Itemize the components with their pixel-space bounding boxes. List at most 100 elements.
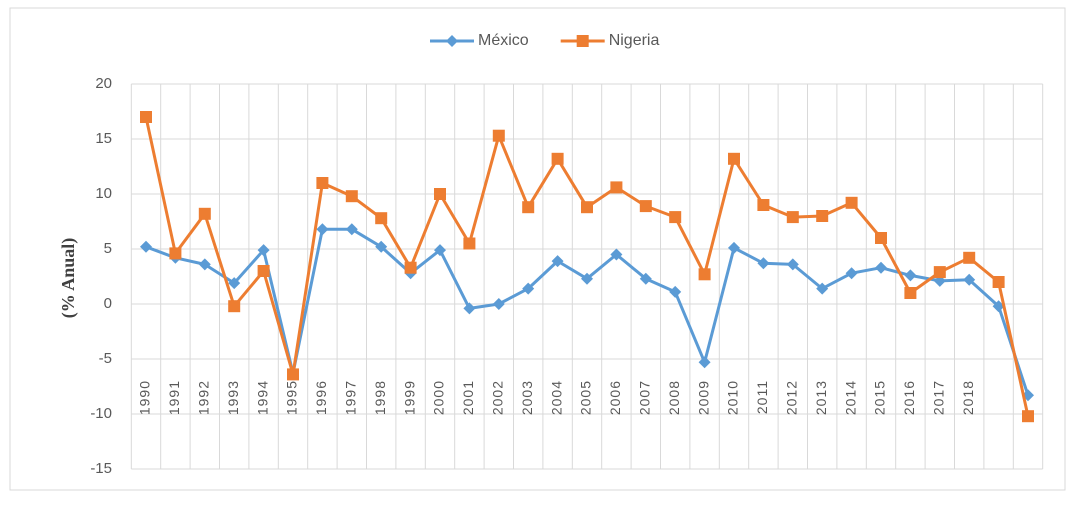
marker <box>933 266 946 279</box>
marker <box>816 210 829 222</box>
x-tick-label: 2007 <box>637 380 653 415</box>
x-tick-label: 2013 <box>813 380 829 415</box>
marker <box>963 251 976 264</box>
marker <box>669 211 682 224</box>
legend-label: México <box>478 32 529 49</box>
marker <box>551 152 564 165</box>
x-tick-label: 2011 <box>754 380 770 414</box>
marker <box>669 285 682 298</box>
x-tick-label: 1998 <box>372 380 388 415</box>
marker <box>816 282 829 295</box>
marker <box>287 368 299 381</box>
x-tick-label: 2000 <box>431 380 447 415</box>
x-tick-label: 1994 <box>254 380 270 415</box>
marker <box>581 201 593 214</box>
marker <box>875 232 887 244</box>
marker <box>610 248 623 261</box>
marker <box>169 247 182 260</box>
x-tick-label: 1990 <box>137 380 153 415</box>
marker <box>551 255 564 268</box>
x-tick-label: 1999 <box>401 380 417 415</box>
y-tick-label: 10 <box>95 185 112 202</box>
marker <box>581 272 593 285</box>
marker <box>757 199 770 211</box>
marker <box>639 272 652 285</box>
marker <box>375 212 388 225</box>
marker <box>434 188 446 200</box>
y-tick-label: 15 <box>95 130 112 147</box>
x-tick-label: 1992 <box>196 380 212 415</box>
marker <box>904 269 917 282</box>
x-tick-label: 1997 <box>343 380 359 415</box>
marker <box>316 223 329 236</box>
y-axis-title: (% Anual) <box>58 238 79 319</box>
marker <box>257 265 270 277</box>
y-tick-label: -15 <box>90 460 112 477</box>
marker <box>522 201 535 214</box>
x-tick-label: 2015 <box>872 380 888 415</box>
x-tick-label: 2004 <box>548 380 564 415</box>
x-tick-label: 2018 <box>960 380 976 415</box>
marker <box>198 258 211 271</box>
marker <box>639 200 652 213</box>
marker <box>140 111 152 123</box>
x-tick-label: 2006 <box>607 380 623 415</box>
marker <box>198 207 211 220</box>
marker <box>345 190 358 203</box>
marker <box>904 287 917 299</box>
x-tick-label: 2003 <box>519 380 535 415</box>
x-tick-label: 2014 <box>842 380 858 415</box>
marker <box>375 240 388 253</box>
marker <box>257 244 270 257</box>
marker <box>786 211 799 224</box>
marker <box>610 181 623 194</box>
x-tick-label: 1995 <box>284 380 300 415</box>
y-tick-label: -10 <box>90 405 112 422</box>
marker <box>698 356 711 369</box>
y-tick-label: -5 <box>99 350 112 367</box>
marker <box>463 302 476 315</box>
x-tick-label: 2005 <box>578 380 594 415</box>
marker <box>963 273 976 286</box>
marker <box>522 282 535 295</box>
y-tick-label: 20 <box>95 75 112 92</box>
marker <box>228 300 241 313</box>
y-tick-label: 5 <box>104 240 112 257</box>
marker <box>345 223 358 236</box>
x-tick-label: 2002 <box>490 380 506 415</box>
marker <box>992 276 1005 288</box>
x-tick-label: 2016 <box>901 380 917 415</box>
legend-label: Nigeria <box>609 32 660 49</box>
marker <box>845 267 858 280</box>
marker <box>786 258 799 271</box>
marker <box>492 129 505 142</box>
x-tick-label: 2001 <box>460 380 476 415</box>
x-tick-label: 1993 <box>225 380 241 415</box>
marker <box>140 240 152 253</box>
x-tick-label: 1991 <box>166 380 182 415</box>
x-tick-label: 2017 <box>931 380 947 415</box>
x-tick-label: 2012 <box>784 380 800 415</box>
marker <box>757 257 770 270</box>
marker <box>728 152 740 165</box>
marker <box>728 241 740 254</box>
marker <box>992 300 1005 313</box>
marker <box>845 196 858 209</box>
marker <box>434 244 446 257</box>
legend-marker <box>446 35 458 47</box>
y-tick-label: 0 <box>104 295 112 312</box>
x-tick-label: 2010 <box>725 380 741 415</box>
marker <box>492 298 505 310</box>
legend-marker <box>576 35 589 47</box>
marker <box>316 177 329 189</box>
marker <box>698 268 711 281</box>
marker <box>875 261 887 274</box>
x-tick-label: 2009 <box>695 380 711 415</box>
marker <box>404 261 417 274</box>
marker <box>228 277 241 290</box>
x-tick-label: 2008 <box>666 380 682 415</box>
marker <box>1022 410 1034 423</box>
marker <box>463 237 476 250</box>
x-tick-label: 1996 <box>313 380 329 415</box>
